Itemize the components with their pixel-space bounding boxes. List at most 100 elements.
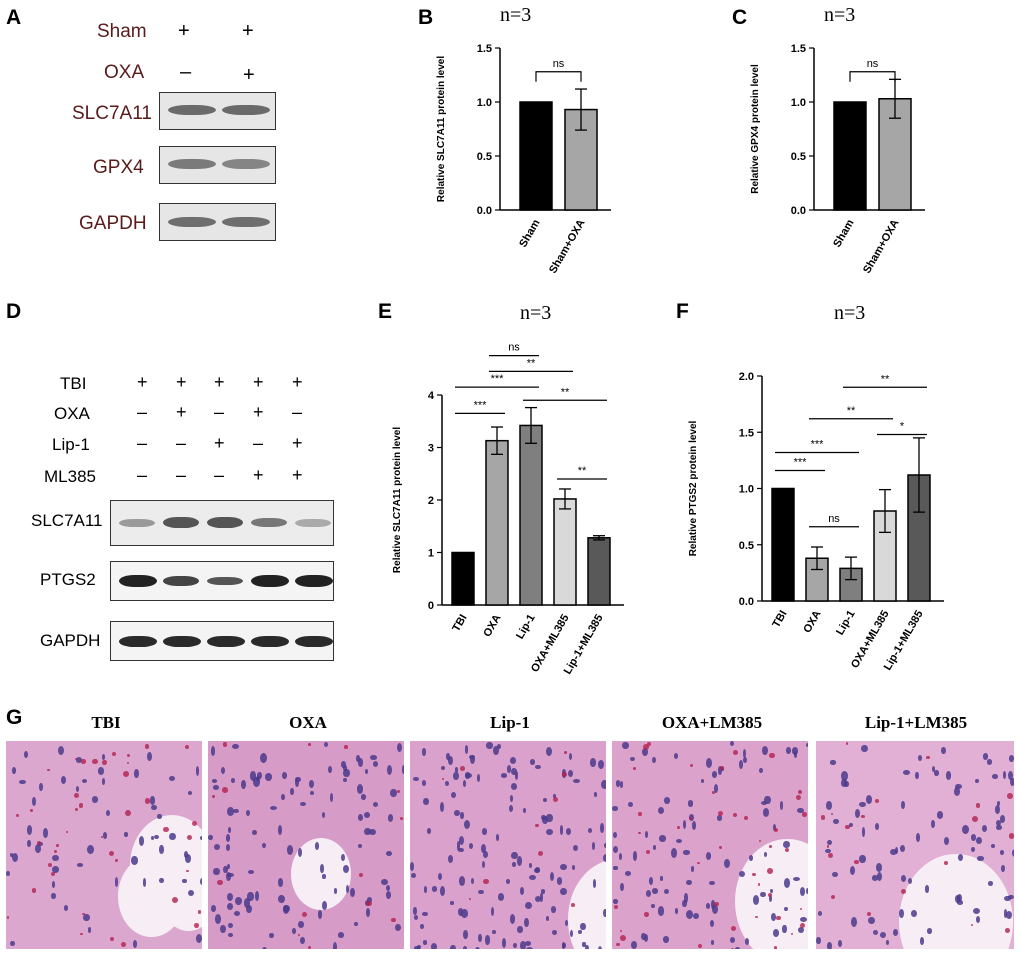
cell-nucleus <box>438 873 443 881</box>
treat-mark: + <box>292 372 303 392</box>
cell-nucleus <box>240 779 246 790</box>
cell-nucleus <box>705 852 711 860</box>
cell-nucleus <box>700 779 705 784</box>
cell-nucleus <box>227 826 232 833</box>
cell-nucleus <box>663 936 670 943</box>
chart-b-title: n=3 <box>500 4 532 26</box>
treat-mark: + <box>242 20 254 42</box>
cell-nucleus <box>278 894 285 903</box>
cell-nucleus <box>752 895 759 905</box>
cell-nucleus <box>568 769 574 778</box>
cell-nucleus <box>975 778 980 783</box>
red-blood-cell <box>718 845 722 849</box>
cell-nucleus <box>582 942 586 947</box>
cell-nucleus <box>76 785 80 792</box>
cell-nucleus <box>1008 771 1014 781</box>
cell-nucleus <box>151 804 157 810</box>
cell-nucleus <box>826 840 832 846</box>
panel-label-a: A <box>6 6 22 29</box>
red-blood-cell <box>1008 832 1014 839</box>
y-tick-label: 1 <box>428 548 434 560</box>
cell-nucleus <box>366 907 370 917</box>
blot-label-gapdh: GAPDH <box>40 631 101 650</box>
red-blood-cell <box>301 911 308 917</box>
significance-label: ** <box>578 465 587 477</box>
significance-label: *** <box>794 457 808 469</box>
cell-nucleus <box>955 783 962 789</box>
cell-nucleus <box>976 915 981 923</box>
red-blood-cell <box>854 859 859 865</box>
red-blood-cell <box>80 932 83 936</box>
red-blood-cell <box>733 813 738 818</box>
cell-nucleus <box>590 758 596 768</box>
red-blood-cell <box>56 844 59 847</box>
red-blood-cell <box>65 830 69 834</box>
cell-nucleus <box>350 887 355 898</box>
red-blood-cell <box>217 879 223 886</box>
treat-mark: – <box>214 402 225 422</box>
red-blood-cell <box>51 871 56 876</box>
red-blood-cell <box>185 745 190 750</box>
cell-nucleus <box>552 930 558 935</box>
cell-nucleus <box>256 771 262 780</box>
cell-nucleus <box>210 745 215 756</box>
y-tick-label: 1.0 <box>791 97 806 109</box>
red-blood-cell <box>790 932 794 935</box>
treat-mark: – <box>253 433 264 453</box>
red-blood-cell <box>744 815 749 820</box>
red-blood-cell <box>826 845 830 848</box>
cell-nucleus <box>556 877 563 885</box>
cell-nucleus <box>546 813 553 823</box>
category-label: Sham+OXA <box>861 217 902 275</box>
cell-nucleus <box>600 823 604 834</box>
cell-nucleus <box>287 845 294 855</box>
cell-nucleus <box>592 879 597 889</box>
treat-mark: + <box>214 433 225 453</box>
cell-nucleus <box>540 889 546 894</box>
cell-nucleus <box>572 864 576 870</box>
cell-nucleus <box>591 841 596 850</box>
cell-nucleus <box>779 801 784 811</box>
cell-nucleus <box>885 939 889 945</box>
cell-nucleus <box>840 778 848 787</box>
cell-nucleus <box>569 752 573 761</box>
panel-label-g: G <box>6 706 23 729</box>
cell-nucleus <box>613 831 618 839</box>
cell-nucleus <box>641 748 649 757</box>
blot-strip-slc7a11 <box>159 92 276 130</box>
cell-nucleus <box>690 866 695 872</box>
cell-nucleus <box>19 779 26 785</box>
cell-nucleus <box>526 947 533 949</box>
cell-nucleus <box>683 850 690 855</box>
cell-nucleus <box>900 800 905 810</box>
red-blood-cell <box>535 823 539 828</box>
red-blood-cell <box>81 759 86 764</box>
cell-nucleus <box>1001 865 1005 873</box>
red-blood-cell <box>776 915 781 920</box>
cell-nucleus <box>716 815 723 822</box>
red-blood-cell <box>307 946 311 949</box>
y-tick-label: 0.0 <box>477 205 492 217</box>
y-tick-label: 0.5 <box>477 151 492 163</box>
cell-nucleus <box>372 760 379 767</box>
cell-nucleus <box>630 941 638 949</box>
cell-nucleus <box>454 766 459 773</box>
cell-nucleus <box>621 741 629 750</box>
cell-nucleus <box>861 827 865 838</box>
cell-nucleus <box>710 940 714 945</box>
cell-nucleus <box>493 745 499 756</box>
cell-nucleus <box>1004 895 1012 902</box>
red-blood-cell <box>47 768 50 772</box>
cell-nucleus <box>92 795 99 803</box>
cell-nucleus <box>560 887 567 896</box>
cell-nucleus <box>705 758 712 769</box>
cell-nucleus <box>142 878 147 887</box>
red-blood-cell <box>719 765 724 770</box>
cell-nucleus <box>51 893 56 900</box>
red-blood-cell <box>36 841 41 846</box>
cell-nucleus <box>394 923 401 931</box>
cell-nucleus <box>805 888 808 894</box>
cell-nucleus <box>463 819 470 829</box>
y-tick-label: 0.0 <box>791 205 806 217</box>
cell-nucleus <box>452 771 459 780</box>
